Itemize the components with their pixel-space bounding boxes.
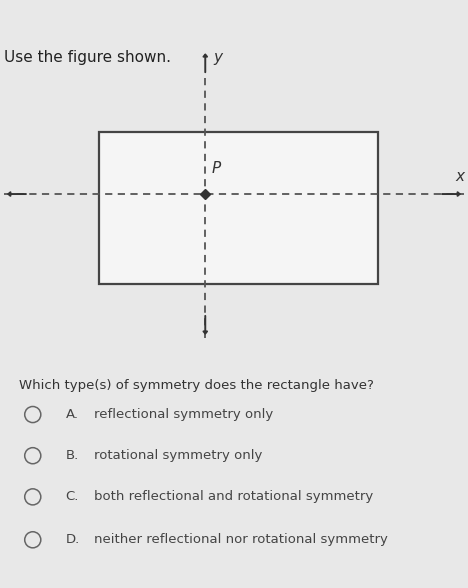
Text: P: P: [212, 161, 221, 176]
Text: reflectional symmetry only: reflectional symmetry only: [94, 408, 273, 421]
Text: both reflectional and rotational symmetry: both reflectional and rotational symmetr…: [94, 490, 373, 503]
Text: A.: A.: [66, 408, 79, 421]
Text: Use the figure shown.: Use the figure shown.: [4, 51, 171, 65]
Text: C.: C.: [66, 490, 79, 503]
Text: B.: B.: [66, 449, 79, 462]
Text: x: x: [455, 169, 464, 184]
Text: Which type(s) of symmetry does the rectangle have?: Which type(s) of symmetry does the recta…: [19, 379, 373, 392]
Text: y: y: [213, 51, 222, 65]
Text: neither reflectional nor rotational symmetry: neither reflectional nor rotational symm…: [94, 533, 388, 546]
Text: D.: D.: [66, 533, 80, 546]
Bar: [99, 132, 378, 285]
Text: rotational symmetry only: rotational symmetry only: [94, 449, 262, 462]
